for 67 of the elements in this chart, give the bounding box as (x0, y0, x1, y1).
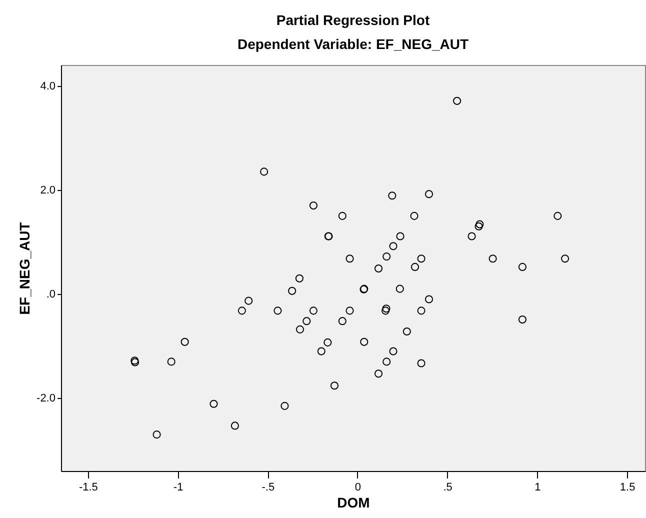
x-tick-label: 1.5 (620, 482, 636, 494)
point (238, 306, 246, 315)
point (338, 212, 346, 220)
point (288, 286, 296, 295)
point (309, 202, 318, 210)
point (476, 220, 484, 228)
point (518, 316, 526, 324)
point (453, 96, 462, 105)
point (152, 430, 161, 439)
x-tick-label: 0 (354, 482, 362, 494)
point (346, 254, 354, 263)
point (280, 402, 289, 410)
point (410, 262, 420, 271)
point (167, 358, 176, 366)
point (260, 168, 268, 176)
point (244, 296, 253, 305)
x-axis-title: DOM (337, 494, 370, 510)
point (382, 358, 391, 366)
chart-subtitle: Dependent Variable: EF_NEG_AUT (237, 36, 469, 52)
point (468, 232, 476, 240)
point (382, 252, 391, 261)
point (474, 222, 483, 230)
point (389, 347, 398, 356)
point (230, 422, 239, 430)
point (417, 359, 426, 368)
point (324, 338, 332, 346)
point (518, 262, 526, 271)
chart-title: Partial Regression Plot (276, 12, 430, 28)
point (382, 304, 390, 313)
point (346, 306, 354, 315)
point (410, 212, 418, 220)
point (554, 212, 562, 220)
point (396, 284, 404, 293)
y-tick-label: 4.0 (40, 80, 56, 92)
x-tick-label: -.5 (262, 482, 275, 494)
point (302, 317, 311, 326)
point (374, 370, 383, 378)
point (360, 338, 368, 346)
x-tick-label: -1 (173, 482, 184, 494)
x-tick-label: .5 (443, 482, 452, 494)
y-tick-label: -2.0 (36, 392, 56, 405)
point (274, 306, 282, 315)
point (424, 295, 434, 304)
point (417, 306, 426, 315)
point (488, 254, 497, 263)
point (317, 347, 326, 356)
point (381, 306, 390, 315)
point (402, 327, 411, 336)
point (374, 264, 383, 273)
point (296, 325, 304, 334)
x-tick-label: 1 (534, 482, 541, 494)
point (396, 232, 404, 240)
point (424, 190, 434, 198)
y-tick-label: .0 (46, 288, 56, 301)
point (180, 338, 189, 346)
point (388, 192, 396, 200)
point (561, 254, 570, 263)
point (295, 274, 304, 282)
y-tick-label: 2.0 (40, 184, 56, 196)
y-axis-title: EF_NEG_AUT (16, 222, 33, 315)
point (210, 400, 218, 408)
point (389, 242, 398, 250)
point (417, 254, 426, 263)
point (330, 382, 339, 390)
x-tick-label: -1.5 (78, 482, 98, 494)
point (309, 306, 318, 315)
point (338, 317, 346, 326)
